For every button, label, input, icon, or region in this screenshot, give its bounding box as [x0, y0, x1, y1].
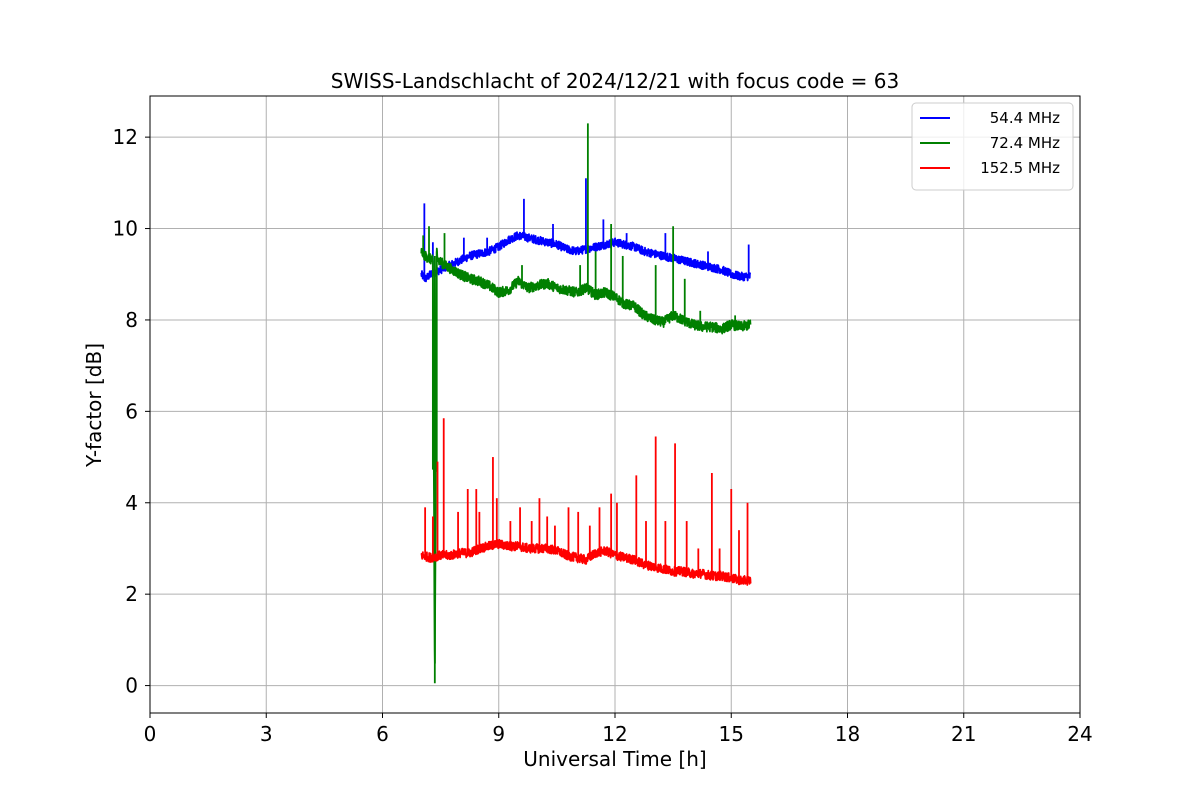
chart-title: SWISS-Landschlacht of 2024/12/21 with fo…: [331, 69, 899, 93]
y-axis-label: Y-factor [dB]: [82, 343, 106, 468]
y-tick-label: 12: [113, 125, 138, 149]
x-tick-label: 21: [951, 722, 976, 746]
legend: 54.4 MHz 72.4 MHz 152.5 MHz: [911, 102, 1074, 191]
series-layer: [420, 123, 752, 684]
y-tick-label: 6: [125, 399, 138, 423]
legend-label: 54.4 MHz: [990, 109, 1060, 127]
series-line: [420, 231, 752, 283]
x-tick-label: 3: [260, 722, 273, 746]
x-tick-label: 9: [492, 722, 505, 746]
x-axis-ticks: 0 3 6 9 12 15 18 21 24: [144, 713, 1093, 746]
series-line: [420, 247, 752, 664]
y-tick-label: 2: [125, 582, 138, 606]
x-axis-label: Universal Time [h]: [523, 747, 706, 771]
y-axis-ticks: 0 2 4 6 8 10 12: [113, 125, 150, 698]
x-tick-label: 18: [835, 722, 860, 746]
legend-label: 152.5 MHz: [980, 159, 1060, 177]
series-1: [420, 123, 752, 684]
x-tick-label: 6: [376, 722, 389, 746]
x-tick-label: 15: [719, 722, 744, 746]
y-tick-label: 8: [125, 308, 138, 332]
legend-label: 72.4 MHz: [990, 134, 1060, 152]
x-tick-label: 0: [144, 722, 157, 746]
series-2: [420, 418, 752, 586]
series-0: [420, 178, 752, 283]
x-tick-label: 12: [602, 722, 627, 746]
y-tick-label: 10: [113, 217, 138, 241]
y-tick-label: 4: [125, 491, 138, 515]
y-tick-label: 0: [125, 674, 138, 698]
x-tick-label: 24: [1067, 722, 1092, 746]
legend-box: [911, 102, 1074, 191]
